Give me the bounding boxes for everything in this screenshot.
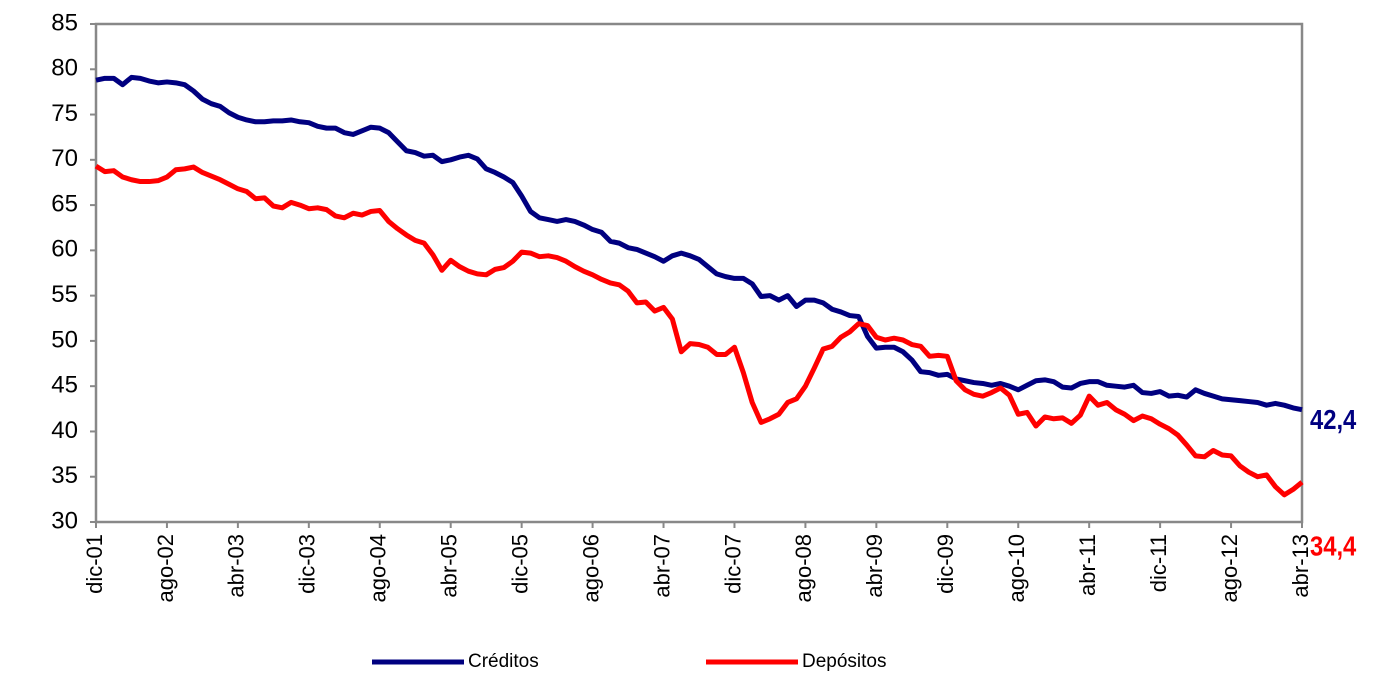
x-tick-label: abr-03: [224, 534, 249, 598]
y-tick-label: 75: [51, 100, 78, 127]
y-tick-label: 35: [51, 462, 78, 489]
x-tick-label: ago-06: [578, 534, 603, 603]
y-tick-label: 70: [51, 145, 78, 172]
value-label: 34,4: [1310, 530, 1357, 562]
x-tick-label: ago-02: [153, 534, 178, 603]
x-tick-label: ago-10: [1004, 534, 1029, 603]
y-tick-label: 50: [51, 326, 78, 353]
x-tick-label: abr-13: [1288, 534, 1313, 598]
y-tick-label: 30: [51, 507, 78, 534]
y-tick-label: 80: [51, 55, 78, 82]
legend-label: Créditos: [468, 651, 539, 672]
x-tick-label: dic-09: [933, 534, 958, 594]
x-tick-label: ago-12: [1217, 534, 1242, 603]
series-line: [95, 74, 1303, 413]
x-tick-label: abr-09: [862, 534, 887, 598]
y-tick-label: 40: [51, 417, 78, 444]
x-tick-label: abr-07: [649, 534, 674, 598]
plot-frame: [94, 22, 1304, 524]
series-line: [94, 164, 1304, 498]
x-tick-label: ago-04: [366, 534, 391, 603]
y-tick-label: 85: [51, 9, 78, 36]
x-tick-label: dic-01: [82, 534, 107, 594]
x-tick-label: dic-11: [1146, 534, 1171, 592]
x-tick-label: abr-11: [1075, 534, 1100, 596]
y-tick-label: 55: [51, 281, 78, 308]
x-tick-label: dic-07: [720, 534, 745, 594]
y-tick-label: 60: [51, 236, 78, 263]
x-tick-label: abr-05: [437, 534, 462, 598]
y-tick-label: 45: [51, 372, 78, 399]
x-tick-label: dic-05: [507, 534, 532, 594]
x-tick-label: ago-08: [791, 534, 816, 603]
y-tick-label: 65: [51, 190, 78, 217]
x-tick-label: dic-03: [295, 534, 320, 594]
legend-label: Depósitos: [802, 651, 887, 672]
value-label: 42,4: [1310, 403, 1357, 435]
